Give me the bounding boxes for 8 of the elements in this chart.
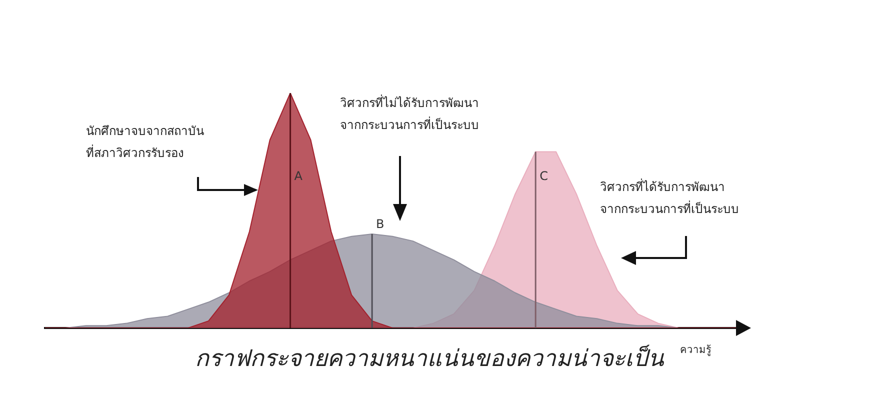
text: กราฟกระจายความหนาแน่นของความน่าจะเป็น bbox=[195, 344, 664, 374]
x-axis-title: ความรู้ bbox=[680, 344, 711, 357]
annotation: นักศึกษาจบจากสถาบัน ที่สภาวิศวกรรับรอง bbox=[86, 123, 204, 162]
annotation: วิศวกรที่ไม่ได้รับการพัฒนา จากกระบวนการที่เป็นระบบ bbox=[340, 94, 479, 134]
series-label: A bbox=[294, 169, 304, 183]
annotation: วิศวกรที่ได้รับการพัฒนา จากกระบวนการที่เป็นระบบ bbox=[600, 178, 739, 218]
series-label: B bbox=[376, 217, 384, 231]
series-label: C bbox=[540, 169, 548, 183]
